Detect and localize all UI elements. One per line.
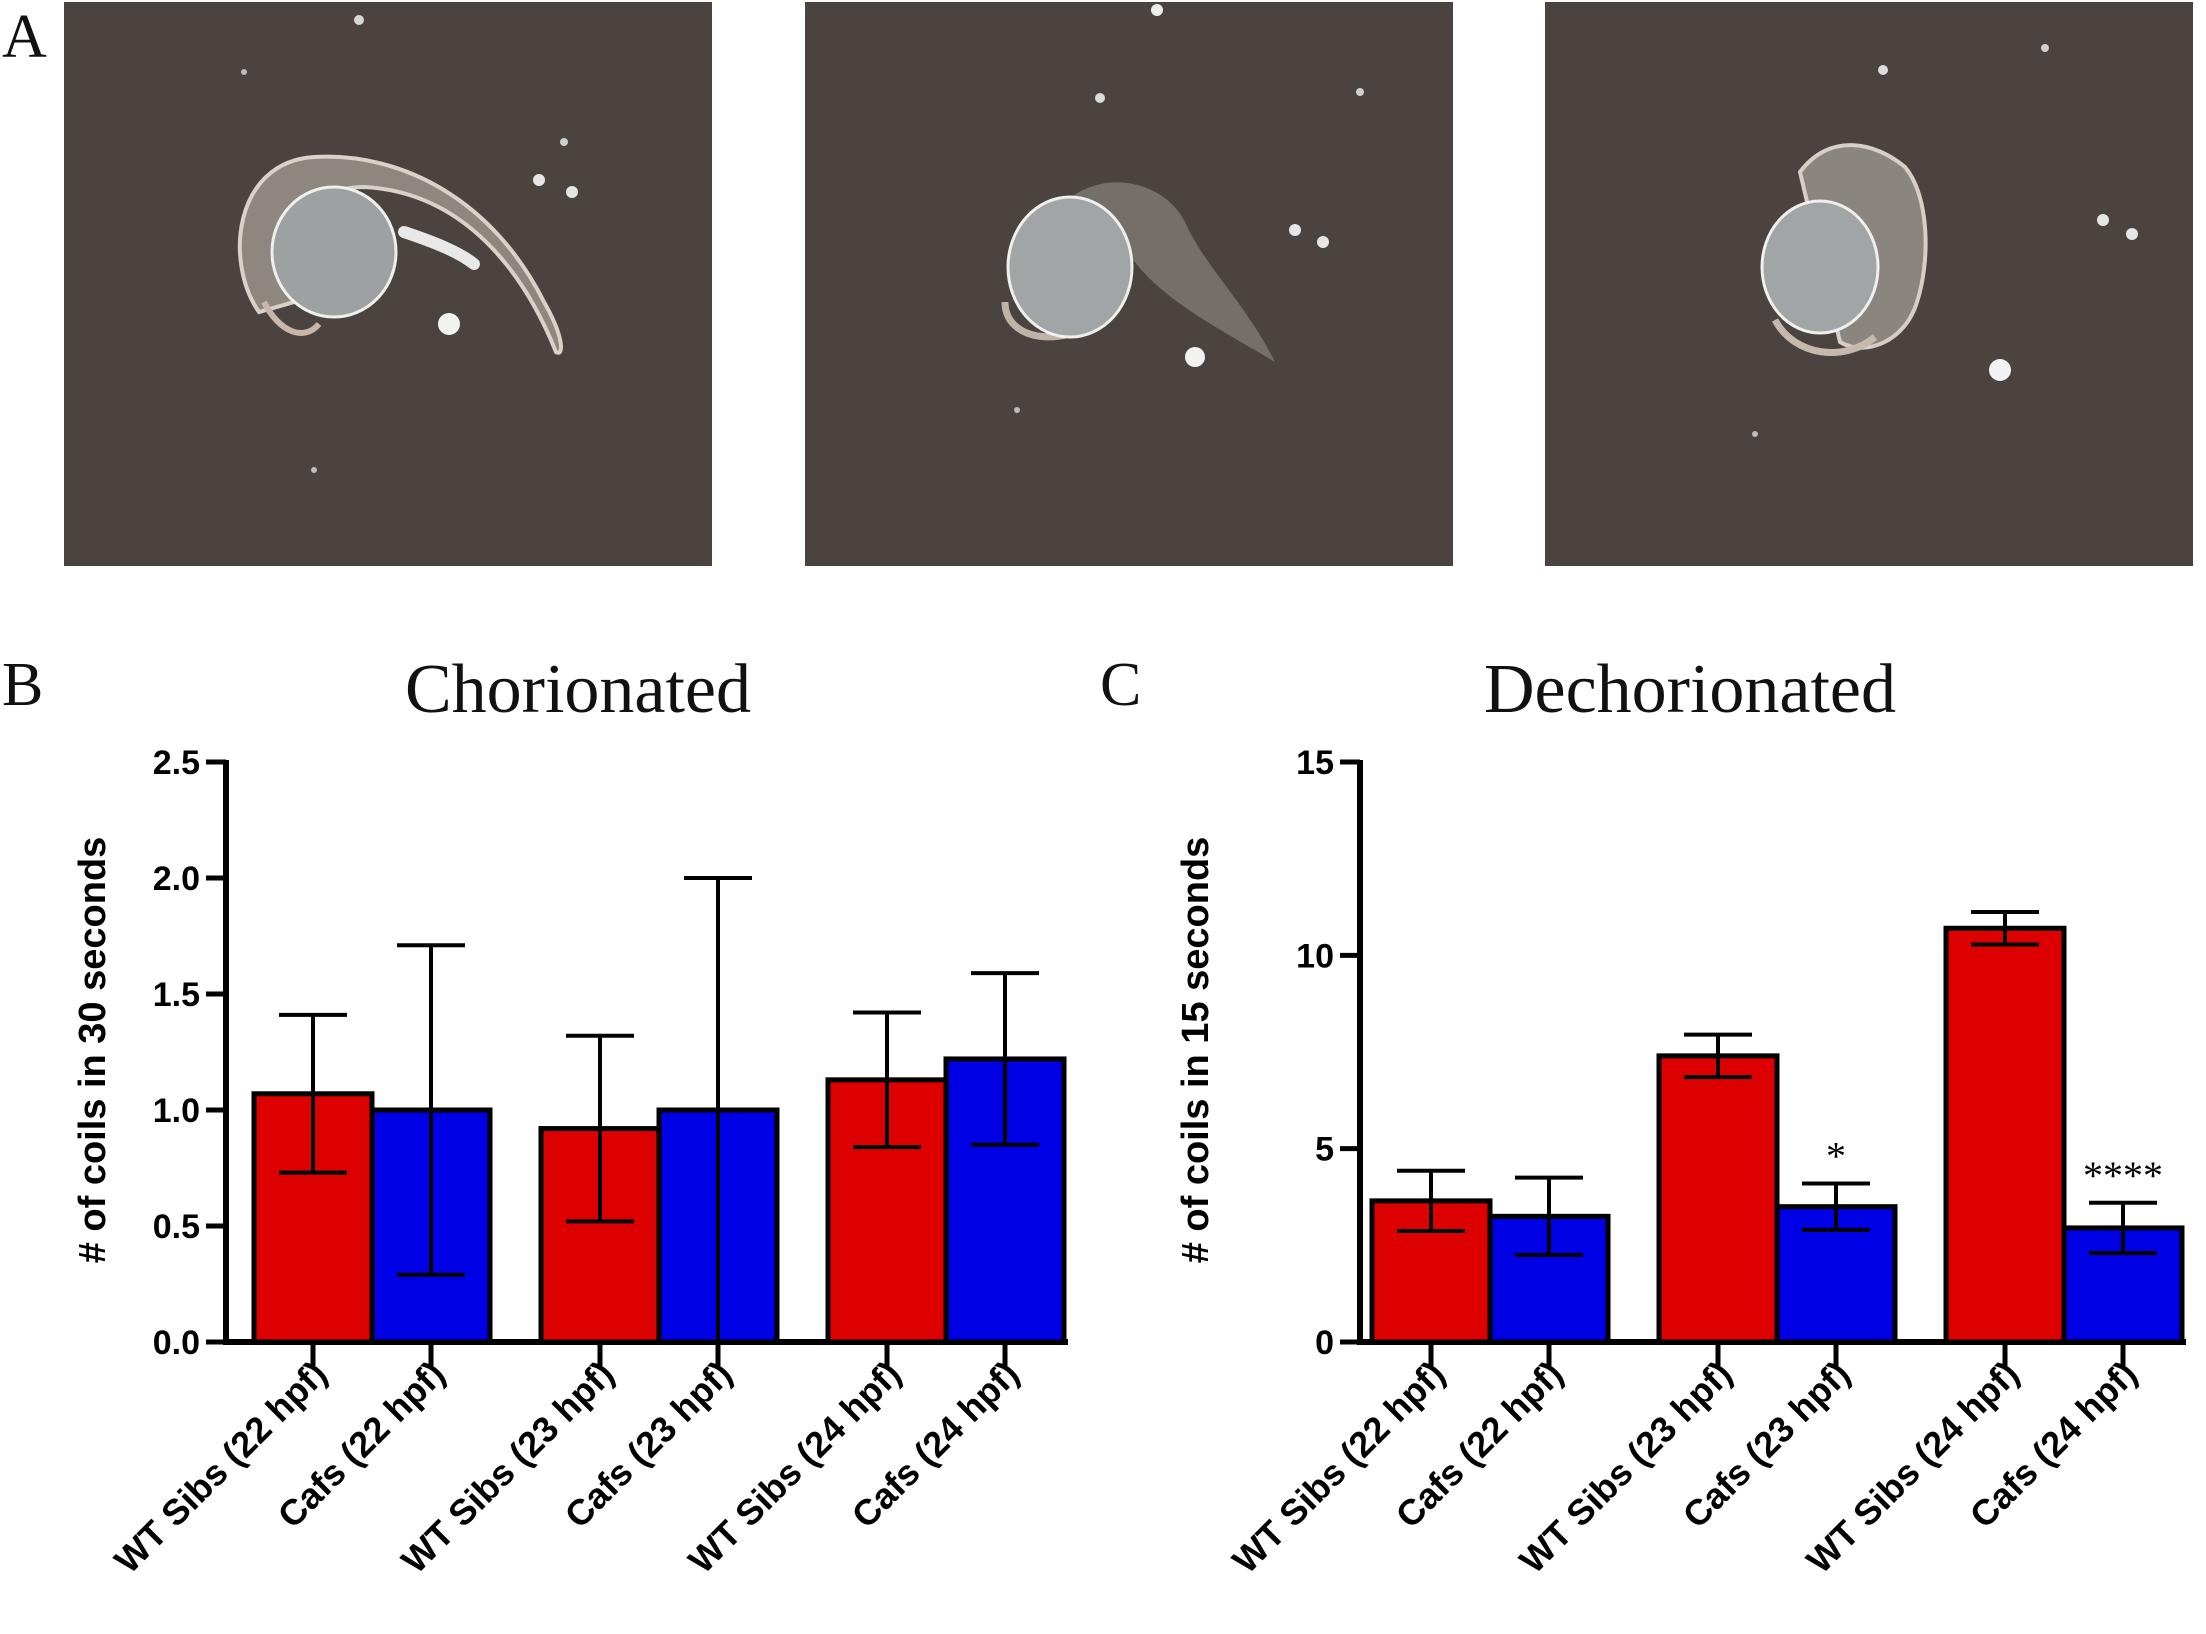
panel-letter-c: C (1100, 651, 1142, 719)
chart-2-bar (1943, 925, 2067, 1345)
embryo-image-1 (64, 2, 712, 566)
bar-charts: Chorionated # of coils in 30 seconds 0.0 0.… (72, 651, 2186, 1581)
embryo-image-2-drawing (805, 2, 1453, 566)
chart-2-y-tick-label: 5 (1315, 1131, 1334, 1169)
chart-1-y-tick-label: 2.0 (153, 860, 200, 898)
panel-letter-b: B (2, 651, 44, 719)
chart-2-y-tick-label: 0 (1315, 1324, 1334, 1362)
chart-2-title: Dechorionated (1484, 651, 1896, 728)
chart-2-significance-label: * (1826, 1133, 1846, 1178)
chart-1-y-tick-label: 0.5 (153, 1208, 200, 1246)
chart-2-bar (1656, 1053, 1780, 1345)
chart-2-significance-label: **** (2083, 1153, 2163, 1198)
chart-2-ylabel: # of coils in 15 seconds (1175, 837, 1217, 1264)
embryo-image-3-drawing (1545, 2, 2193, 566)
embryo-image-1-drawing (64, 2, 712, 566)
chart-2-y-tick-label: 15 (1296, 744, 1334, 782)
chart-2-category-label: WT Sibs (22 hpf) (1224, 1353, 1452, 1581)
embryo-image-3 (1545, 2, 2193, 566)
chart-1-y-tick-label: 0.0 (153, 1324, 200, 1362)
chart-1-title: Chorionated (405, 651, 751, 728)
chart-1-y-tick-label: 2.5 (153, 744, 200, 782)
chart-1-ylabel: # of coils in 30 seconds (72, 837, 114, 1264)
chart-1-y-tick-label: 1.5 (153, 976, 200, 1014)
chart-1-category-label: WT Sibs (22 hpf) (106, 1353, 334, 1581)
panel-letter-a: A (2, 3, 47, 71)
chart-2-y-tick-label: 10 (1296, 937, 1334, 975)
chart-1-y-tick-label: 1.0 (153, 1092, 200, 1130)
embryo-image-2 (805, 2, 1453, 566)
